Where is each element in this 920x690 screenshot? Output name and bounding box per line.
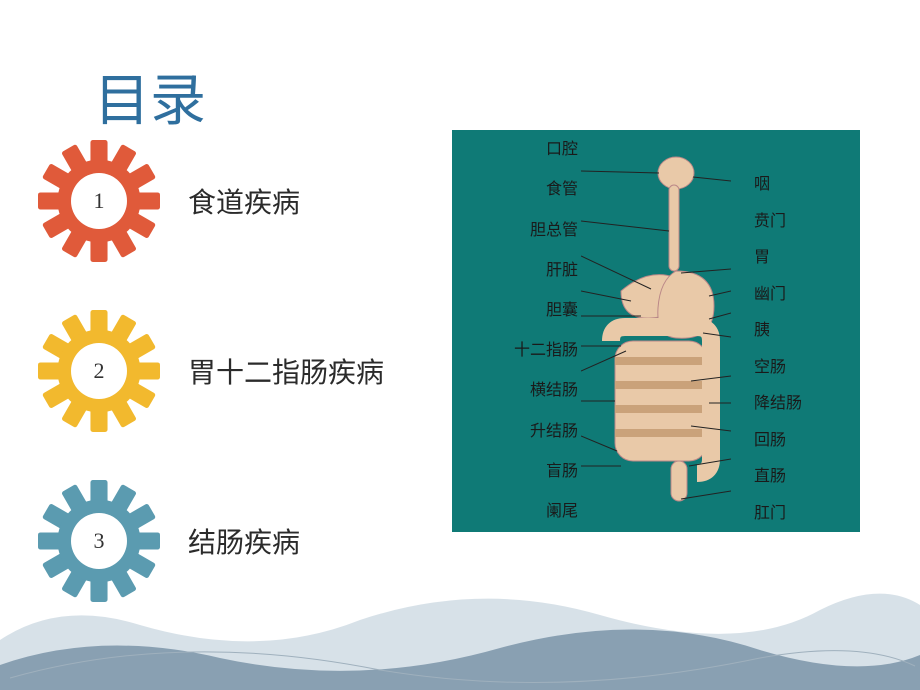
figure-label: 胆总管 bbox=[530, 222, 578, 240]
figure-label: 空肠 bbox=[754, 359, 786, 377]
digestive-system-figure: 口腔食管胆总管肝脏胆囊十二指肠横结肠升结肠盲肠阑尾 咽贲门胃幽门胰空肠降结肠回肠… bbox=[452, 130, 860, 532]
figure-label: 胆囊 bbox=[546, 302, 578, 320]
figure-label: 升结肠 bbox=[530, 423, 578, 441]
anatomy-silhouette bbox=[581, 151, 731, 511]
figure-label: 贲门 bbox=[754, 213, 786, 231]
figure-label: 阑尾 bbox=[546, 503, 578, 521]
gear-icon: 2 bbox=[38, 310, 160, 432]
figure-label: 胰 bbox=[754, 322, 770, 340]
figure-label: 肝脏 bbox=[546, 262, 578, 280]
figure-label: 口腔 bbox=[546, 141, 578, 159]
figure-label: 直肠 bbox=[754, 468, 786, 486]
toc-number: 3 bbox=[71, 513, 127, 569]
figure-label: 横结肠 bbox=[530, 382, 578, 400]
figure-label: 幽门 bbox=[754, 286, 786, 304]
toc-label: 结肠疾病 bbox=[188, 521, 300, 561]
toc-item-1: 1 食道疾病 bbox=[38, 140, 384, 262]
mountain-footer bbox=[0, 570, 920, 690]
figure-label: 回肠 bbox=[754, 432, 786, 450]
page-title: 目录 bbox=[94, 56, 206, 137]
figure-label: 盲肠 bbox=[546, 463, 578, 481]
figure-label: 食管 bbox=[546, 181, 578, 199]
gear-icon: 1 bbox=[38, 140, 160, 262]
figure-left-labels: 口腔食管胆总管肝脏胆囊十二指肠横结肠升结肠盲肠阑尾 bbox=[468, 130, 578, 532]
toc-number: 2 bbox=[71, 343, 127, 399]
figure-label: 肛门 bbox=[754, 505, 786, 523]
figure-right-labels: 咽贲门胃幽门胰空肠降结肠回肠直肠肛门 bbox=[754, 130, 844, 532]
figure-label: 胃 bbox=[754, 249, 770, 267]
toc-label: 食道疾病 bbox=[188, 181, 300, 221]
figure-label: 十二指肠 bbox=[514, 342, 578, 360]
toc-number: 1 bbox=[71, 173, 127, 229]
figure-label: 降结肠 bbox=[754, 395, 802, 413]
toc-label: 胃十二指肠疾病 bbox=[188, 351, 384, 391]
toc-item-2: 2 胃十二指肠疾病 bbox=[38, 310, 384, 432]
figure-label: 咽 bbox=[754, 176, 770, 194]
